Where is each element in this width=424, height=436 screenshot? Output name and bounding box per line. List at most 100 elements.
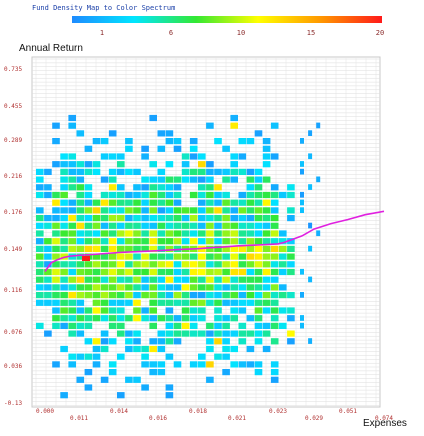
density-cell [222, 199, 230, 206]
density-cell [173, 238, 182, 245]
density-cell [270, 299, 279, 306]
density-cell [214, 215, 222, 222]
density-cell [133, 307, 141, 314]
density-cell [222, 338, 230, 345]
x-tick-label: 0.051 [339, 408, 357, 415]
density-cell [238, 330, 247, 337]
density-cell [206, 215, 214, 222]
density-cell [173, 215, 182, 222]
density-cell [287, 191, 295, 199]
density-cell [165, 338, 174, 345]
density-cell [181, 168, 190, 175]
density-cell [60, 276, 68, 283]
density-cell [100, 345, 109, 353]
density-cell [76, 199, 85, 206]
density-cell [198, 261, 206, 268]
density-cell [44, 184, 52, 191]
density-cell [165, 276, 174, 283]
density-cell [68, 168, 76, 175]
density-cell [173, 338, 182, 345]
density-cell [52, 215, 60, 222]
density-cell [117, 322, 125, 329]
density-cell [84, 245, 93, 252]
y-tick-label: 0.149 [4, 246, 22, 253]
density-cell [52, 122, 60, 129]
density-cell [308, 338, 313, 344]
density-cell [52, 245, 60, 252]
density-cell [181, 268, 190, 276]
density-cell [222, 268, 230, 276]
density-cell [246, 238, 255, 245]
density-cell [60, 230, 68, 237]
density-cell [254, 245, 263, 252]
density-cell [214, 245, 222, 252]
density-cell [270, 268, 279, 276]
density-cell [84, 307, 93, 314]
density-cell [108, 292, 117, 299]
density-cell [149, 253, 157, 260]
density-cell [141, 215, 149, 222]
density-cell [173, 284, 182, 291]
density-cell [100, 230, 109, 237]
density-cell [206, 184, 214, 191]
density-cell [270, 199, 279, 206]
density-cell [246, 268, 255, 276]
density-cell [206, 345, 214, 353]
y-tick-label: 0.076 [4, 329, 22, 336]
density-cell [254, 299, 263, 306]
density-cell [230, 245, 238, 252]
density-cell [92, 284, 101, 291]
density-cell [262, 145, 271, 152]
density-cell [254, 184, 263, 191]
density-cell [165, 284, 174, 291]
density-cell [157, 330, 166, 337]
density-cell [100, 284, 109, 291]
density-cell [189, 230, 198, 237]
density-cell [52, 268, 60, 276]
density-cell [238, 168, 247, 175]
density-cell [100, 299, 109, 306]
density-cell [238, 307, 247, 314]
density-cell [133, 168, 141, 175]
density-cell [133, 376, 141, 383]
density-cell [206, 292, 214, 299]
density-cell [157, 176, 166, 183]
density-cell [44, 215, 52, 222]
density-cell [165, 130, 174, 137]
density-cell [149, 207, 157, 214]
density-cell [222, 330, 230, 337]
density-cell [60, 176, 68, 183]
density-cell [316, 122, 321, 129]
density-cell [141, 184, 149, 191]
density-cell [173, 184, 182, 191]
density-cell [206, 376, 214, 383]
density-cell [125, 330, 133, 337]
density-cell [108, 184, 117, 191]
density-cell [270, 315, 279, 322]
density-cell [84, 207, 93, 214]
density-cell [300, 322, 304, 329]
density-cell [44, 238, 52, 245]
density-cell [246, 315, 255, 322]
density-cell [254, 168, 263, 175]
density-cell [149, 369, 157, 376]
density-cell [189, 191, 198, 199]
density-cell [262, 345, 271, 353]
density-cell [181, 222, 190, 229]
density-cell [100, 276, 109, 283]
density-cell [206, 245, 214, 252]
density-cell [84, 276, 93, 283]
density-cell [108, 369, 117, 376]
density-cell [316, 176, 321, 183]
density-cell [141, 222, 149, 229]
density-cell [262, 292, 271, 299]
density-cell [198, 215, 206, 222]
density-cell [230, 153, 238, 160]
density-cell [68, 292, 76, 299]
density-cell [254, 338, 263, 345]
density-cell [246, 199, 255, 206]
density-cell [173, 330, 182, 337]
density-cell [141, 253, 149, 260]
density-cell [125, 268, 133, 276]
density-cell [149, 345, 157, 353]
